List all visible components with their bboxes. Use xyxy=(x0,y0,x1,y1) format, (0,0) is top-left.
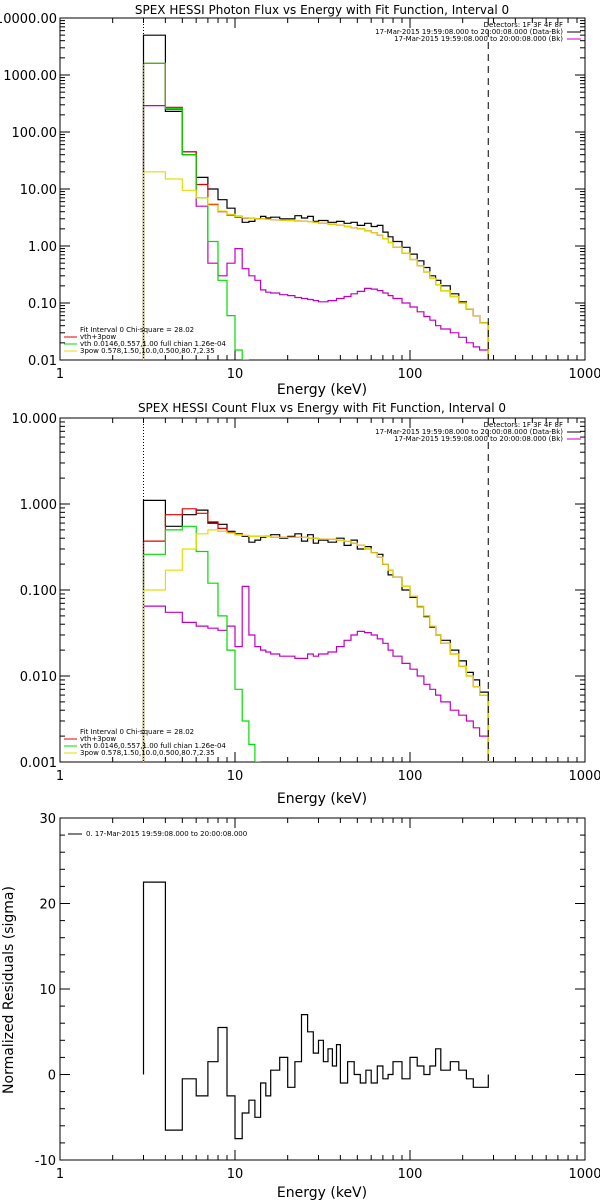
plot-frame xyxy=(59,417,586,763)
y-tick-label: 0.001 xyxy=(20,756,57,771)
x-axis-label: Energy (keV) xyxy=(277,791,367,807)
plot-curves xyxy=(142,881,489,1140)
bottom-legend-text: 3pow 0.578,1.50,10.0,0.500,80.7,2.35 xyxy=(80,749,215,757)
y-tick-label: 10.00 xyxy=(20,183,57,198)
top-legend-text: 17-Mar-2015 19:59:08.000 to 20:00:08.000… xyxy=(394,435,563,443)
y-tick-label: 20 xyxy=(39,898,56,913)
plot-curves xyxy=(142,34,489,360)
y-tick-label: 0 xyxy=(48,1069,56,1084)
y-tick-label: 10000.00 xyxy=(0,12,57,27)
x-tick-label: 100 xyxy=(398,1167,423,1182)
bottom-legend-text: Fit Interval 0 Chi-square = 28.02 xyxy=(80,326,194,334)
series-bk xyxy=(142,585,489,762)
bottom-legend-text: Fit Interval 0 Chi-square = 28.02 xyxy=(80,728,194,736)
plot-curves xyxy=(142,499,489,762)
plot-frame xyxy=(59,817,586,1161)
y-tick-label: 100.00 xyxy=(12,126,58,141)
series-data-bk xyxy=(142,34,489,360)
bottom-legend-text: vth+3pow xyxy=(80,735,116,743)
series-vth xyxy=(142,525,261,762)
y-tick-label: 0.010 xyxy=(20,670,57,685)
series-0-17-mar-2015-19-59-08-000-to-20-00-08-000 xyxy=(142,881,489,1140)
top-legend-text: 17-Mar-2015 19:59:08.000 to 20:00:08.000… xyxy=(375,428,563,436)
photon-flux-panel: SPEX HESSI Photon Flux vs Energy with Fi… xyxy=(0,3,600,398)
y-tick-label: 1000.00 xyxy=(3,69,57,84)
y-tick-label: 0.100 xyxy=(20,584,57,599)
x-tick-label: 10 xyxy=(227,1167,244,1182)
bottom-legend-text: vth+3pow xyxy=(80,333,116,341)
x-tick-label: 1000 xyxy=(568,367,600,382)
series-vth xyxy=(142,62,249,360)
top-legend-text: Detectors: 1F 3F 4F 8F xyxy=(484,21,563,29)
panel-title: SPEX HESSI Count Flux vs Energy with Fit… xyxy=(138,401,506,415)
top-legend-text: 0. 17-Mar-2015 19:59:08.000 to 20:00:08.… xyxy=(86,830,247,838)
x-tick-label: 1 xyxy=(56,1167,64,1182)
series-vth-3pow xyxy=(142,62,489,360)
x-axis-label: Energy (keV) xyxy=(277,1185,367,1200)
x-tick-label: 1000 xyxy=(568,1167,600,1182)
series-3pow xyxy=(142,171,489,360)
x-tick-label: 1 xyxy=(56,367,64,382)
y-tick-label: 10 xyxy=(39,983,56,998)
y-tick-label: 0.10 xyxy=(28,297,57,312)
y-tick-label: 10.000 xyxy=(12,412,58,427)
plot-frame xyxy=(59,17,586,361)
x-tick-label: 100 xyxy=(398,769,423,784)
series-bk xyxy=(142,105,489,360)
y-tick-label: -10 xyxy=(35,1154,56,1169)
count-flux-panel: SPEX HESSI Count Flux vs Energy with Fit… xyxy=(12,401,600,807)
y-axis-label: Normalized Residuals (sigma) xyxy=(1,886,17,1094)
series-data-bk xyxy=(142,499,489,762)
y-tick-label: 1.00 xyxy=(28,240,57,255)
top-legend-text: Detectors: 1F 3F 4F 8F xyxy=(484,421,563,429)
bottom-legend-text: vth 0.0146,0.557,1.00 full chian 1.26e-0… xyxy=(80,742,226,750)
x-tick-label: 10 xyxy=(227,769,244,784)
x-tick-label: 10 xyxy=(227,367,244,382)
top-legend-text: 17-Mar-2015 19:59:08.000 to 20:00:08.000… xyxy=(375,28,563,36)
x-tick-label: 1000 xyxy=(568,769,600,784)
bottom-legend-text: 3pow 0.578,1.50,10.0,0.500,80.7,2.35 xyxy=(80,347,215,355)
residuals-panel: Energy (keV) Normalized Residuals (sigma… xyxy=(1,812,600,1200)
top-legend-text: 17-Mar-2015 19:59:08.000 to 20:00:08.000… xyxy=(394,35,563,43)
series-3pow xyxy=(142,529,489,762)
y-tick-label: 0.01 xyxy=(28,354,57,369)
x-tick-label: 100 xyxy=(398,367,423,382)
bottom-legend-text: vth 0.0146,0.557,1.00 full chian 1.26e-0… xyxy=(80,340,226,348)
panel-title: SPEX HESSI Photon Flux vs Energy with Fi… xyxy=(135,3,509,17)
x-tick-label: 1 xyxy=(56,769,64,784)
y-tick-label: 1.000 xyxy=(20,498,57,513)
y-tick-label: 30 xyxy=(39,812,56,827)
x-axis-label: Energy (keV) xyxy=(277,382,367,398)
